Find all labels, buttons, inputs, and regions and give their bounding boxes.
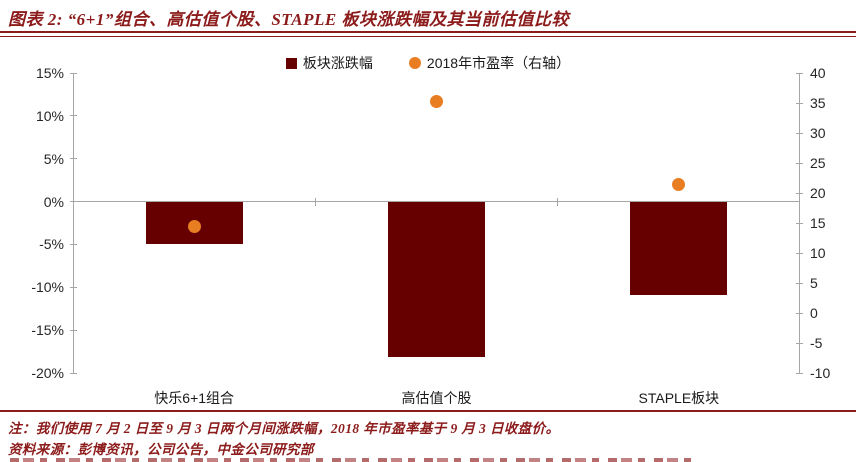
scatter-point-0 (187, 220, 201, 234)
right-axis-tick (796, 282, 803, 284)
right-axis-tick-label: 40 (810, 65, 826, 81)
notes-rule (0, 410, 856, 412)
left-axis-tick-label: -15% (31, 322, 64, 339)
right-axis-tick (796, 192, 803, 194)
left-axis-tick-label: 10% (35, 107, 64, 124)
source-note: 资料来源：彭博资讯，公司公告，中金公司研究部 (8, 442, 314, 457)
title-rule-bottom (0, 36, 856, 37)
right-axis-tick (796, 132, 803, 134)
right-axis-tick-label: 30 (810, 125, 826, 141)
right-axis-tick (796, 72, 803, 74)
left-axis-tick-label: 0% (43, 193, 64, 210)
scatter-point-1 (430, 94, 443, 108)
scatter-series-marker-icon (408, 57, 421, 69)
left-axis-tick-label: 5% (43, 150, 64, 167)
bar-series-marker-icon (285, 57, 297, 69)
legend-item-bar-series: 板块涨跌幅 (285, 53, 373, 73)
left-axis-tick-label: -20% (31, 365, 64, 381)
bar-1 (388, 201, 485, 357)
right-axis-tick (796, 252, 803, 254)
cropped-content-artifact (10, 458, 700, 462)
right-axis-tick-label: -5 (810, 335, 823, 351)
chart-legend: 板块涨跌幅 2018年市盈率（右轴） (0, 53, 856, 73)
category-label-2: STAPLE板块 (638, 390, 720, 406)
left-axis-line (73, 73, 74, 373)
legend-label-scatter-series: 2018年市盈率（右轴） (426, 55, 571, 71)
right-axis-tick-label: 10 (810, 245, 826, 261)
right-axis-tick-label: 20 (810, 185, 826, 201)
footnote: 注：我们使用 7 月 2 日至 9 月 3 日两个月间涨跌幅，2018 年市盈率… (8, 421, 560, 436)
right-axis-tick-label: 5 (810, 275, 818, 291)
left-axis-tick-label: -5% (39, 236, 64, 253)
category-label-1: 高估值个股 (401, 390, 472, 406)
left-axis-tick (70, 115, 77, 117)
right-axis-tick-label: 15 (810, 215, 826, 231)
right-axis-tick-label: -10 (810, 365, 831, 381)
right-axis-tick (796, 342, 803, 344)
left-axis-tick (70, 372, 77, 374)
plot-area: 15% 10% 5% 0% -5% -10% -15% -20% 40 35 30 25 20 15 10 5… (31, 65, 830, 406)
right-axis-tick-label: 0 (810, 305, 818, 321)
right-axis-tick (796, 312, 803, 314)
left-axis-tick (70, 329, 77, 331)
legend-label-bar-series: 板块涨跌幅 (302, 55, 373, 71)
title-rule-top (0, 31, 856, 33)
category-boundary-tick (314, 197, 316, 206)
bar-2 (630, 201, 728, 295)
left-axis-tick (70, 158, 77, 160)
right-axis-tick-label: 35 (810, 95, 826, 111)
category-label-0: 快乐6+1组合 (154, 390, 235, 406)
left-axis-tick (70, 243, 77, 245)
right-axis-tick (796, 102, 803, 104)
right-axis-tick (796, 222, 803, 224)
left-axis-tick (70, 286, 77, 288)
scatter-point-2 (672, 177, 686, 191)
right-axis-tick (796, 162, 803, 164)
right-axis-tick (796, 372, 803, 374)
category-boundary-tick (557, 197, 559, 206)
right-axis-tick-label: 25 (810, 155, 826, 171)
left-axis-tick-label: 15% (35, 65, 64, 81)
left-axis-tick (70, 72, 77, 74)
legend-item-scatter-series: 2018年市盈率（右轴） (408, 53, 571, 73)
figure-title: 图表 2: “6+1”组合、高估值个股、STAPLE 板块涨跌幅及其当前估值比较 (8, 10, 569, 29)
left-axis-tick-label: -10% (31, 279, 64, 296)
